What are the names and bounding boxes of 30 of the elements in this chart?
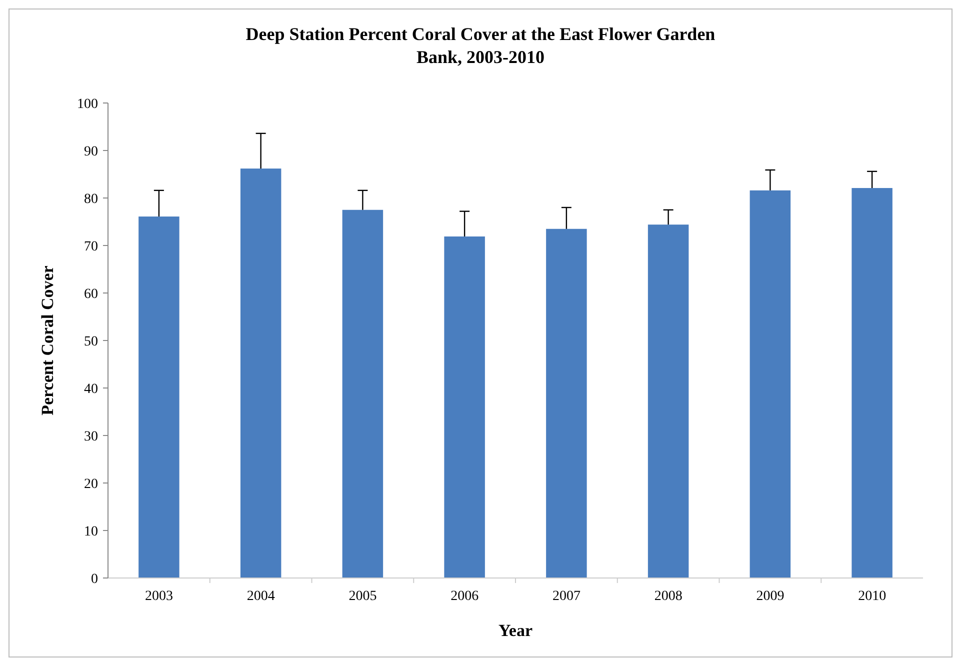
y-tick-label: 10 xyxy=(84,524,98,540)
bar xyxy=(342,210,384,578)
y-tick-label: 20 xyxy=(84,476,98,492)
x-tick-label: 2006 xyxy=(450,589,479,604)
chart-title: Deep Station Percent Coral Cover at the East Flower Garden Bank, 2003-2010 xyxy=(246,24,716,67)
y-tick-label: 80 xyxy=(84,192,98,207)
bar xyxy=(852,188,892,578)
y-tick-label: 70 xyxy=(84,239,98,254)
x-tick-label: 2008 xyxy=(654,589,682,604)
x-tick-label: 2005 xyxy=(348,589,377,604)
bar xyxy=(750,190,791,578)
bar xyxy=(138,216,180,578)
bar xyxy=(444,236,485,578)
y-tick-label: 50 xyxy=(84,334,98,350)
y-tick-label: 0 xyxy=(91,572,98,587)
x-tick-label: 2007 xyxy=(552,589,580,604)
x-tick-label: 2009 xyxy=(756,589,784,604)
bar xyxy=(648,224,689,578)
x-tick-label: 2003 xyxy=(144,589,173,604)
y-tick-label: 90 xyxy=(84,144,98,160)
bar xyxy=(240,168,282,578)
y-tick-label: 40 xyxy=(84,382,98,397)
x-tick-label: 2004 xyxy=(246,589,275,604)
x-axis-title: Year xyxy=(498,621,533,640)
y-tick-label: 100 xyxy=(77,96,98,112)
y-axis-title: Percent Coral Cover xyxy=(38,265,57,416)
y-tick-label: 30 xyxy=(84,429,98,444)
y-tick-label: 60 xyxy=(84,286,98,302)
bar xyxy=(546,228,587,578)
x-tick-label: 2010 xyxy=(858,589,886,604)
